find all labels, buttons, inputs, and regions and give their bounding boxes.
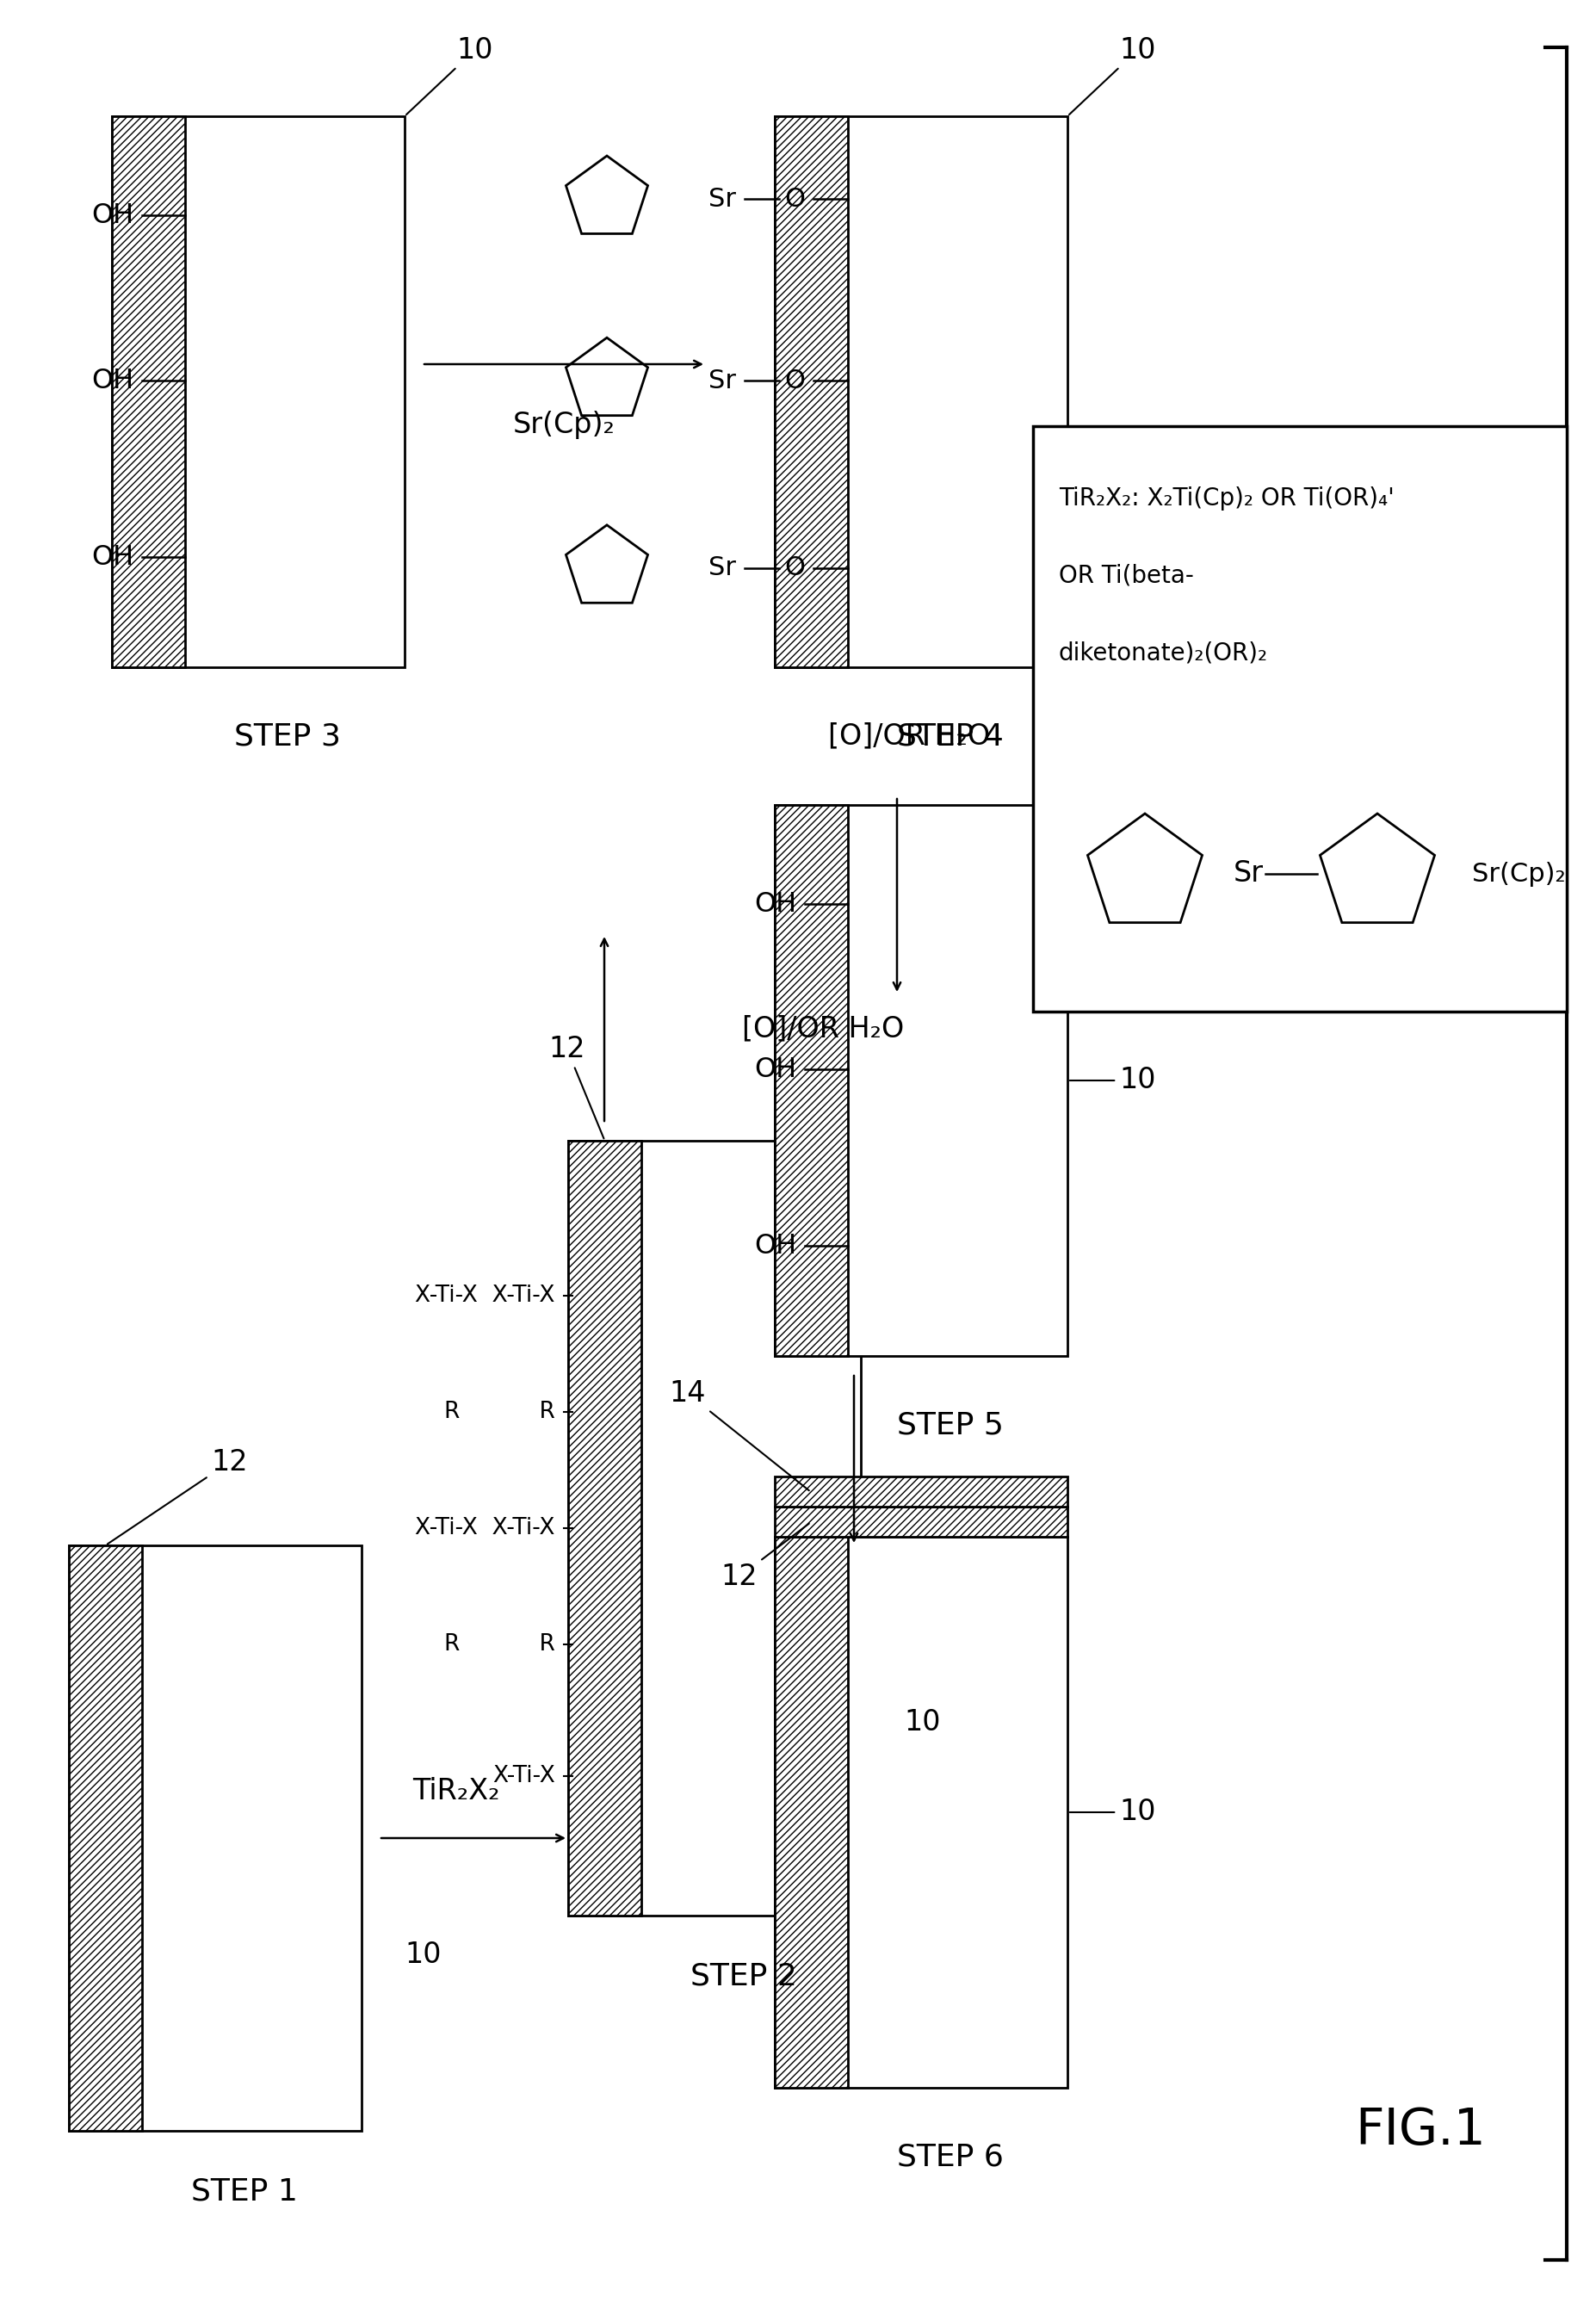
Bar [69, 1545, 142, 2130]
Text: 14: 14 [669, 1379, 809, 1490]
Text: X-Ti-X: X-Ti-X [493, 1764, 555, 1787]
Text: STEP 1: STEP 1 [192, 2176, 298, 2206]
Text: O: O [784, 368, 804, 394]
Text: Sr: Sr [709, 555, 736, 580]
Text: Sr: Sr [709, 187, 736, 212]
Text: OH: OH [753, 1057, 796, 1082]
Bar [774, 1536, 1068, 2089]
Bar [774, 115, 847, 668]
Text: TiR₂X₂: TiR₂X₂ [412, 1776, 500, 1806]
Text: 12: 12 [107, 1449, 247, 1543]
Text: OH: OH [753, 1232, 796, 1260]
Text: [O]/OR H₂O: [O]/OR H₂O [742, 1016, 903, 1043]
Bar [774, 1506, 1068, 1536]
Text: OR Ti(beta-: OR Ti(beta- [1058, 564, 1194, 587]
Text: 10: 10 [1069, 37, 1156, 115]
Bar [112, 115, 185, 668]
Text: X-Ti-X  X-Ti-X: X-Ti-X X-Ti-X [415, 1518, 555, 1538]
Bar [774, 115, 1068, 668]
Bar [774, 1476, 1068, 1506]
Text: STEP 3: STEP 3 [235, 721, 342, 751]
Text: 10: 10 [1069, 1066, 1156, 1094]
Bar [568, 1140, 642, 1916]
Bar [774, 1536, 847, 2089]
Text: [O]/OR H₂O: [O]/OR H₂O [828, 721, 990, 751]
Text: O: O [784, 555, 804, 580]
Text: STEP 4: STEP 4 [897, 721, 1004, 751]
Text: FIG.1: FIG.1 [1355, 2107, 1486, 2156]
Text: R           R: R R [444, 1633, 555, 1656]
Bar [1033, 426, 1567, 1011]
Bar [774, 806, 1068, 1356]
Text: Sr: Sr [709, 368, 736, 394]
Text: R           R: R R [444, 1400, 555, 1423]
Text: OH: OH [753, 891, 796, 917]
Text: STEP 5: STEP 5 [897, 1409, 1004, 1439]
Bar [112, 115, 405, 668]
Text: O: O [784, 187, 804, 212]
Text: 10: 10 [903, 1707, 940, 1736]
Text: 10: 10 [1069, 1799, 1156, 1826]
Text: OH: OH [91, 368, 134, 394]
Text: Sr(Cp)₂: Sr(Cp)₂ [1472, 861, 1566, 887]
Bar [774, 806, 847, 1356]
Text: 12: 12 [549, 1034, 603, 1138]
Text: OH: OH [91, 544, 134, 571]
Text: Sr(Cp)₂: Sr(Cp)₂ [512, 410, 614, 438]
Text: Sr: Sr [1234, 859, 1264, 889]
Text: X-Ti-X  X-Ti-X: X-Ti-X X-Ti-X [415, 1285, 555, 1306]
Text: diketonate)₂(OR)₂: diketonate)₂(OR)₂ [1058, 643, 1269, 666]
Text: 10: 10 [405, 1941, 440, 1969]
Bar [568, 1140, 860, 1916]
Text: OH: OH [91, 203, 134, 228]
Text: 10: 10 [407, 37, 493, 115]
Bar [69, 1545, 362, 2130]
Text: 12: 12 [721, 1525, 809, 1591]
Text: STEP 6: STEP 6 [897, 2142, 1004, 2172]
Text: TiR₂X₂: X₂Ti(Cp)₂ OR Ti(OR)₄': TiR₂X₂: X₂Ti(Cp)₂ OR Ti(OR)₄' [1058, 486, 1395, 511]
Text: STEP 2: STEP 2 [691, 1962, 796, 1990]
